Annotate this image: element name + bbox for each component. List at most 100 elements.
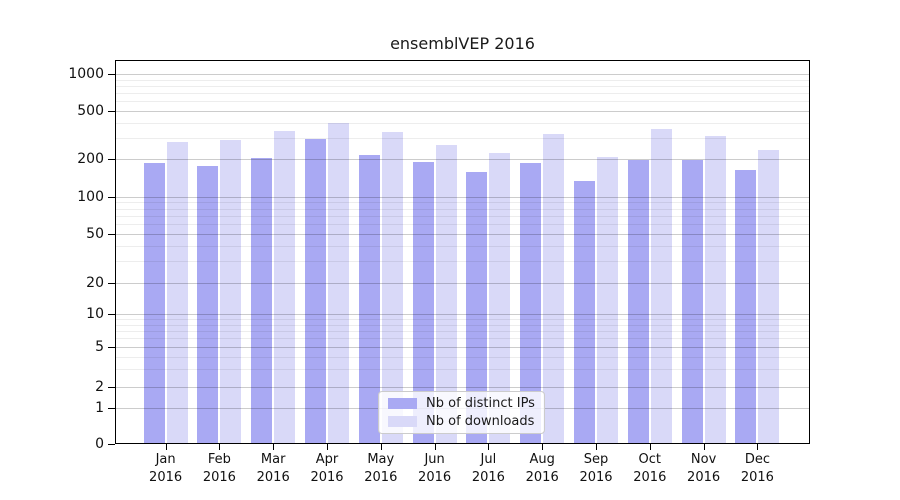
x-tick-mark-jan bbox=[165, 444, 167, 450]
y-tick-label-0: 0 bbox=[95, 436, 104, 452]
bar-distinct-ips-jun bbox=[412, 161, 434, 445]
gridline-700 bbox=[115, 92, 810, 94]
gridline-40 bbox=[115, 246, 810, 248]
gridline-600 bbox=[115, 101, 810, 103]
bar-distinct-ips-oct bbox=[627, 160, 649, 445]
gridline-7 bbox=[115, 330, 810, 332]
bar-distinct-ips-may bbox=[358, 155, 380, 445]
y-tick-mark-50 bbox=[108, 234, 115, 236]
legend-label-downloads: Nb of downloads bbox=[426, 413, 535, 429]
x-tick-label-apr: Apr 2016 bbox=[310, 452, 344, 485]
gridline-6 bbox=[115, 338, 810, 340]
y-tick-label-1000: 1000 bbox=[68, 66, 104, 82]
bar-distinct-ips-jul bbox=[466, 172, 488, 445]
bar-downloads-dec bbox=[758, 150, 780, 445]
bar-distinct-ips-apr bbox=[305, 139, 326, 445]
y-tick-mark-200 bbox=[108, 159, 115, 161]
x-tick-mark-dec bbox=[757, 444, 759, 450]
bar-distinct-ips-jan bbox=[143, 162, 165, 445]
gridline-1000 bbox=[115, 74, 810, 75]
y-tick-label-50: 50 bbox=[86, 226, 104, 243]
x-tick-label-sep: Sep 2016 bbox=[579, 452, 613, 485]
bar-distinct-ips-dec bbox=[735, 169, 757, 445]
bar-downloads-sep bbox=[597, 157, 618, 445]
x-tick-mark-aug bbox=[542, 444, 544, 450]
gridline-30 bbox=[115, 261, 810, 263]
x-tick-label-may: May 2016 bbox=[364, 452, 398, 485]
gridline-80 bbox=[115, 208, 810, 210]
y-tick-mark-500 bbox=[108, 110, 115, 112]
x-tick-mark-oct bbox=[649, 444, 651, 450]
gridline-400 bbox=[115, 122, 810, 124]
bar-downloads-apr bbox=[328, 123, 349, 445]
bar-downloads-feb bbox=[220, 140, 242, 445]
y-tick-label-1: 1 bbox=[95, 400, 104, 416]
legend-item-distinct-ips: Nb of distinct IPs bbox=[388, 396, 535, 411]
legend-swatch-downloads bbox=[388, 415, 417, 427]
x-tick-label-oct: Oct 2016 bbox=[633, 452, 667, 485]
bar-distinct-ips-feb bbox=[197, 165, 219, 445]
bar-downloads-aug bbox=[543, 133, 565, 445]
gridline-70 bbox=[115, 216, 810, 218]
y-tick-mark-2 bbox=[108, 386, 115, 388]
bar-downloads-oct bbox=[650, 128, 672, 445]
y-tick-label-200: 200 bbox=[77, 151, 104, 168]
x-tick-label-jun: Jun 2016 bbox=[418, 452, 452, 485]
bar-distinct-ips-nov bbox=[681, 160, 703, 445]
x-tick-mark-feb bbox=[219, 444, 221, 450]
gridline-300 bbox=[115, 137, 810, 139]
y-tick-label-500: 500 bbox=[77, 102, 104, 119]
legend-swatch-distinct-ips bbox=[388, 398, 417, 410]
gridline-5 bbox=[115, 347, 810, 348]
bar-distinct-ips-aug bbox=[520, 162, 542, 445]
gridline-60 bbox=[115, 224, 810, 226]
chart-title: ensemblVEP 2016 bbox=[390, 34, 535, 53]
y-tick-mark-100 bbox=[108, 196, 115, 198]
y-tick-mark-1 bbox=[108, 408, 115, 409]
x-tick-label-feb: Feb 2016 bbox=[202, 452, 236, 485]
bar-downloads-jan bbox=[166, 142, 188, 445]
gridline-90 bbox=[115, 202, 810, 204]
x-tick-mark-sep bbox=[596, 444, 597, 450]
x-tick-label-jan: Jan 2016 bbox=[149, 452, 183, 485]
gridline-20 bbox=[115, 282, 810, 284]
x-tick-mark-may bbox=[380, 444, 382, 450]
x-tick-label-mar: Mar 2016 bbox=[256, 452, 290, 485]
gridline-9 bbox=[115, 319, 810, 321]
y-tick-label-2: 2 bbox=[95, 378, 104, 395]
y-tick-label-20: 20 bbox=[86, 274, 104, 291]
x-tick-label-nov: Nov 2016 bbox=[687, 452, 721, 485]
gridline-8 bbox=[115, 324, 810, 326]
x-tick-mark-jun bbox=[434, 444, 436, 450]
y-tick-mark-0 bbox=[108, 444, 115, 445]
gridline-500 bbox=[115, 110, 810, 112]
gridline-100 bbox=[115, 196, 810, 198]
y-tick-label-5: 5 bbox=[95, 339, 104, 355]
x-tick-label-aug: Aug 2016 bbox=[525, 452, 559, 485]
bar-downloads-jun bbox=[435, 145, 457, 445]
bar-downloads-jul bbox=[489, 152, 511, 445]
x-tick-mark-apr bbox=[327, 444, 328, 450]
gridline-2 bbox=[115, 386, 810, 388]
x-tick-mark-nov bbox=[703, 444, 705, 450]
x-tick-mark-jul bbox=[488, 444, 490, 450]
x-tick-label-dec: Dec 2016 bbox=[740, 452, 774, 485]
gridline-10 bbox=[115, 314, 810, 315]
y-tick-mark-20 bbox=[108, 282, 115, 284]
bar-downloads-mar bbox=[274, 131, 296, 445]
gridline-800 bbox=[115, 85, 810, 87]
bar-downloads-may bbox=[381, 132, 403, 445]
x-tick-mark-mar bbox=[273, 444, 275, 450]
legend-label-distinct-ips: Nb of distinct IPs bbox=[426, 396, 535, 412]
gridline-900 bbox=[115, 79, 810, 81]
gridline-3 bbox=[115, 369, 810, 371]
bar-downloads-nov bbox=[704, 136, 726, 445]
plot-area bbox=[115, 60, 810, 445]
y-tick-mark-1000 bbox=[108, 74, 115, 75]
y-tick-label-10: 10 bbox=[86, 306, 104, 322]
legend: Nb of distinct IPs Nb of downloads bbox=[378, 391, 545, 434]
y-tick-label-100: 100 bbox=[77, 188, 104, 205]
x-tick-label-jul: Jul 2016 bbox=[471, 452, 505, 485]
gridline-4 bbox=[115, 356, 810, 358]
